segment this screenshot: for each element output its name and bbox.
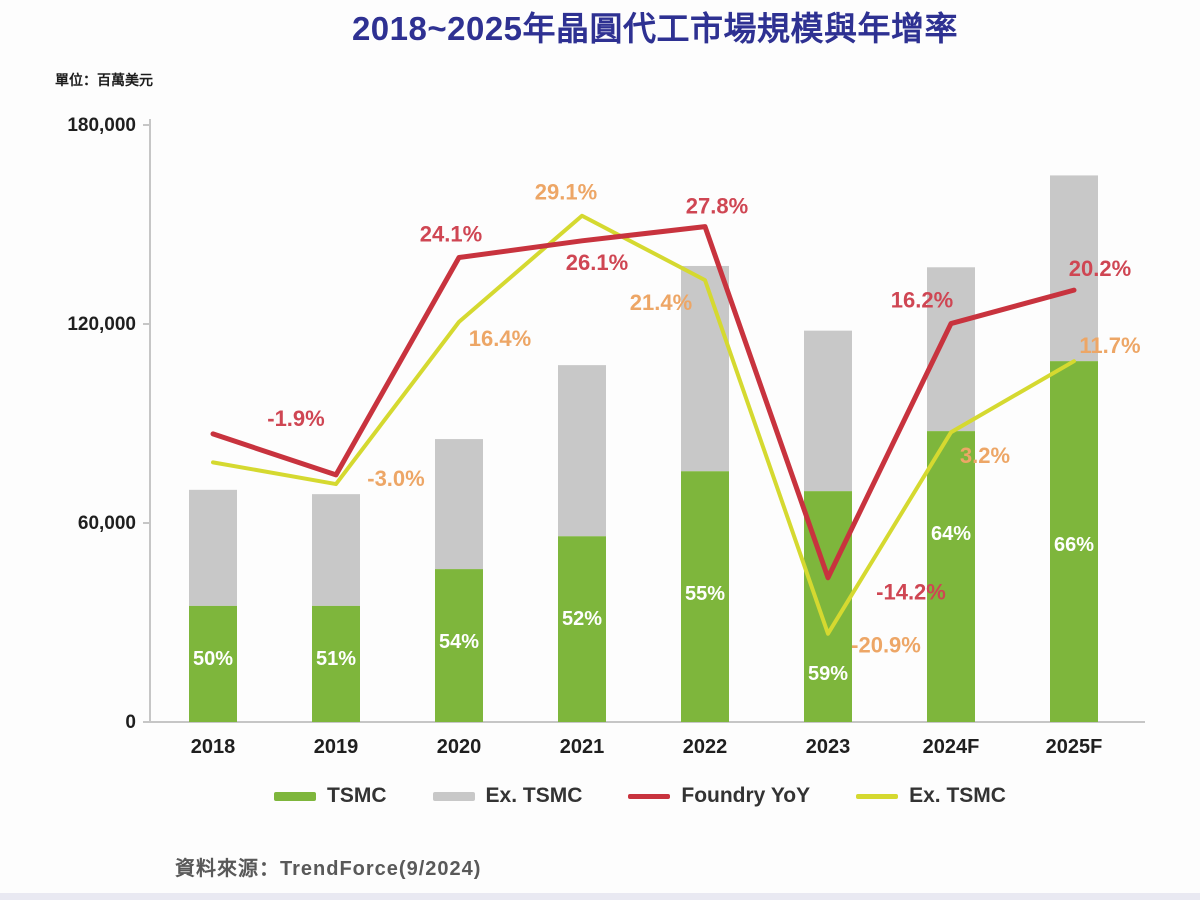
line-value-label-2021: 26.1% [566,250,628,275]
x-tick-label-2022: 2022 [683,736,728,758]
bar-share-label-2022: 55% [685,583,725,605]
legend-item-foundry-yoy-line: Foundry YoY [628,784,810,808]
axis-unit-label: 單位：百萬美元 [55,72,153,88]
bar-tsmc-2024F [927,431,975,722]
bar-tsmc-2025F [1050,361,1098,722]
legend-item-tsmc-bar: TSMC [274,784,387,808]
line-value-label-2020: 16.4% [469,326,531,351]
bar-tsmc-2018 [189,605,237,722]
line-value-label-2022: 21.4% [630,290,692,315]
bar-extsmc-2019 [312,494,360,606]
bar-tsmc-2020 [435,569,483,722]
x-tick-label-2025F: 2025F [1046,736,1103,758]
bar-share-label-2021: 52% [562,608,602,630]
y-tick-label: 0 [125,712,136,733]
y-tick-label: 180,000 [67,115,136,136]
line-value-label-2019: -3.0% [367,466,424,491]
bar-extsmc-2021 [558,365,606,537]
extsmc-bar-swatch-icon [432,791,475,801]
bar-extsmc-2022 [681,265,729,472]
bottom-strip [0,893,1200,900]
foundry-yoy-line-swatch-icon [628,793,671,799]
x-tick-label-2020: 2020 [437,736,482,758]
bar-tsmc-2019 [312,605,360,722]
bar-extsmc-2020 [435,439,483,570]
line-value-label-2020: 24.1% [420,222,482,247]
x-tick-label-2019: 2019 [314,736,359,758]
line-value-label-2022: 27.8% [686,194,748,219]
y-tick-label: 120,000 [67,314,136,335]
line-value-label-2021: 29.1% [535,180,597,205]
line-value-label-2024F: 16.2% [891,288,953,313]
bar-share-label-2024F: 64% [931,523,971,545]
extsmc-yoy-line-swatch-icon [856,793,899,799]
line-value-label-2025F: 11.7% [1079,333,1140,358]
bar-share-label-2019: 51% [316,648,356,670]
x-tick-label-2024F: 2024F [923,736,980,758]
legend-label-extsmc: Ex. TSMC [485,784,583,807]
bar-share-label-2023: 59% [808,663,848,685]
line-extsmc-yoy [211,213,1076,636]
legend-item-extsmc-yoy-line: Ex. TSMC [856,784,1006,808]
chart-title: 2018~2025年晶圓代工市場規模與年增率 [351,10,959,47]
bar-share-label-2020: 54% [439,631,479,653]
x-tick-label-2023: 2023 [806,736,851,758]
bar-extsmc-2024F [927,267,975,432]
source-note: 資料來源：TrendForce(9/2024) [175,858,482,880]
line-value-label-2023: -20.9% [851,633,921,658]
bar-extsmc-2018 [189,489,237,606]
bar-share-label-2025F: 66% [1054,534,1094,556]
legend: TSMC Ex. TSMC Foundry YoY Ex. TSMC [40,784,1200,808]
legend-label-foundry-yoy: Foundry YoY [681,784,811,807]
bar-tsmc-2022 [681,471,729,722]
x-tick-label-2021: 2021 [560,736,605,758]
line-value-label-2024F: 3.2% [960,443,1010,468]
line-value-label-2019: -1.9% [267,406,324,431]
legend-label-tsmc: TSMC [327,784,387,807]
bar-tsmc-2021 [558,536,606,722]
tsmc-bar-swatch-icon [274,791,317,801]
legend-item-extsmc-bar: Ex. TSMC [432,784,583,808]
bar-extsmc-2023 [804,330,852,492]
line-value-label-2023: -14.2% [876,580,946,605]
bar-extsmc-2025F [1050,175,1098,362]
bar-share-label-2018: 50% [193,648,233,670]
legend-label-extsmc-yoy: Ex. TSMC [909,784,1006,807]
y-tick-label: 60,000 [78,513,136,534]
line-foundry-yoy [210,224,1077,581]
line-value-label-2025F: 20.2% [1069,256,1131,281]
x-tick-label-2018: 2018 [191,736,236,758]
